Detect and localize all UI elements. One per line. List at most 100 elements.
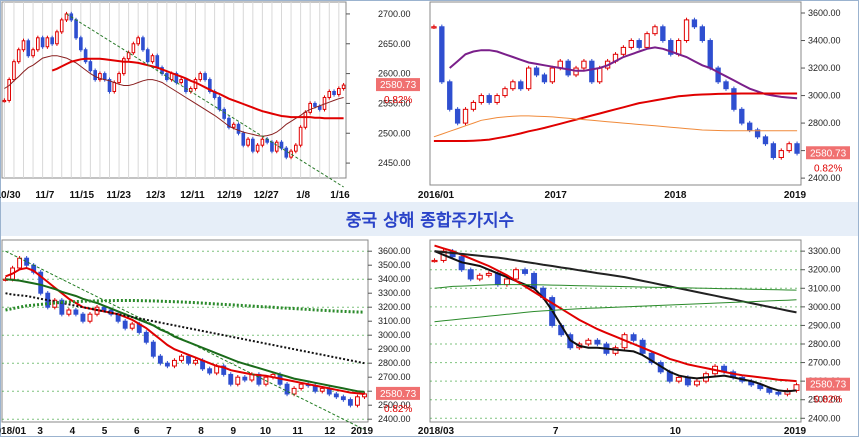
candle-body: [454, 108, 461, 124]
candle-body: [102, 73, 107, 81]
candle-body: [525, 67, 532, 90]
candle-body: [786, 143, 792, 152]
y-tick-label: 2800.00: [378, 358, 411, 368]
candle-body: [228, 373, 234, 385]
candle-body: [101, 306, 107, 311]
series-line-ma_red: [434, 244, 797, 383]
candle: [251, 137, 255, 154]
candle: [715, 65, 721, 85]
candle-body: [675, 40, 682, 55]
y-tick-label: 3300.00: [808, 246, 841, 256]
candle: [93, 68, 97, 82]
candle-body: [715, 67, 721, 83]
candle-body: [628, 40, 634, 48]
candle-body: [793, 384, 800, 391]
candle-body: [221, 365, 227, 375]
candle: [691, 17, 698, 29]
candle: [136, 35, 140, 46]
candle: [644, 31, 650, 50]
candle-body: [87, 313, 93, 322]
candle-body: [184, 79, 188, 92]
candle-body: [447, 81, 453, 110]
candle-body: [327, 90, 332, 98]
candle-body: [284, 147, 289, 158]
candle: [462, 107, 469, 126]
candle-body: [462, 108, 469, 124]
candle-body: [597, 67, 603, 83]
candle: [274, 140, 279, 154]
price-tag-label: 2580.73: [380, 80, 417, 91]
candle: [59, 17, 64, 34]
candle-body: [476, 274, 483, 280]
candle-body: [231, 123, 236, 128]
candle-body: [337, 88, 341, 95]
candle: [38, 270, 44, 296]
candle-body: [55, 31, 59, 45]
x-tick-label: 9: [230, 426, 236, 437]
candle-body: [494, 95, 500, 103]
candle: [145, 47, 150, 64]
candle: [355, 394, 360, 408]
candle: [26, 38, 31, 58]
candle-body: [747, 122, 753, 131]
candle: [143, 330, 149, 345]
y-tick-label: 2500.00: [808, 395, 841, 405]
candle-body: [112, 82, 117, 92]
x-tick-label: 11/7: [35, 190, 54, 201]
candle: [298, 125, 303, 148]
x-tick-label: 10/30: [0, 190, 21, 201]
candle-body: [242, 376, 248, 381]
candle-body: [303, 111, 308, 128]
candle-body: [467, 269, 474, 280]
candle-body: [235, 376, 241, 385]
candle-body: [255, 144, 260, 152]
candle: [131, 41, 136, 55]
candle-body: [73, 309, 79, 315]
candle-body: [155, 55, 160, 69]
y-tick-label: 3000.00: [808, 91, 841, 101]
series-line-ma_orange: [433, 115, 798, 138]
candle: [184, 77, 188, 94]
candle: [79, 35, 83, 52]
y-tick-label: 2700.00: [808, 358, 841, 368]
candle: [341, 82, 346, 91]
candle: [235, 375, 241, 387]
candle-body: [660, 26, 666, 42]
candle-body: [17, 257, 23, 269]
candle: [470, 100, 477, 112]
candle-body: [186, 355, 191, 364]
candle: [630, 332, 637, 343]
candle: [59, 298, 65, 317]
x-tick-label: 2018: [664, 190, 687, 201]
x-tick-label: 10: [670, 426, 682, 437]
candle: [7, 77, 11, 103]
candle-body: [518, 81, 524, 90]
candle-body: [313, 102, 317, 107]
candle: [122, 56, 126, 76]
candle: [332, 89, 336, 97]
candle-body: [45, 37, 50, 48]
candle-body: [778, 150, 784, 158]
y-tick-label: 2400.00: [808, 413, 841, 423]
banner-title: 중국 상해 종합주가지수: [346, 210, 515, 231]
candle-body: [585, 339, 592, 345]
change-label: 0.82%: [814, 163, 842, 174]
candle: [794, 141, 800, 156]
y-tick-label: 3200.00: [378, 302, 411, 312]
candle-body: [21, 40, 26, 51]
x-tick-label: 2018/03: [418, 426, 455, 437]
candle: [303, 110, 308, 130]
candle-body: [129, 323, 135, 329]
x-tick-label: 4: [70, 426, 76, 437]
candle-body: [246, 138, 250, 146]
candle: [222, 107, 226, 121]
candle: [279, 140, 284, 151]
candle-body: [668, 40, 674, 55]
candle: [21, 38, 26, 52]
candle-body: [227, 117, 231, 128]
x-tick-label: 7: [166, 426, 172, 437]
candle-body: [644, 33, 650, 48]
candle-body: [157, 355, 163, 364]
candle: [327, 89, 332, 100]
candle-body: [270, 141, 274, 152]
